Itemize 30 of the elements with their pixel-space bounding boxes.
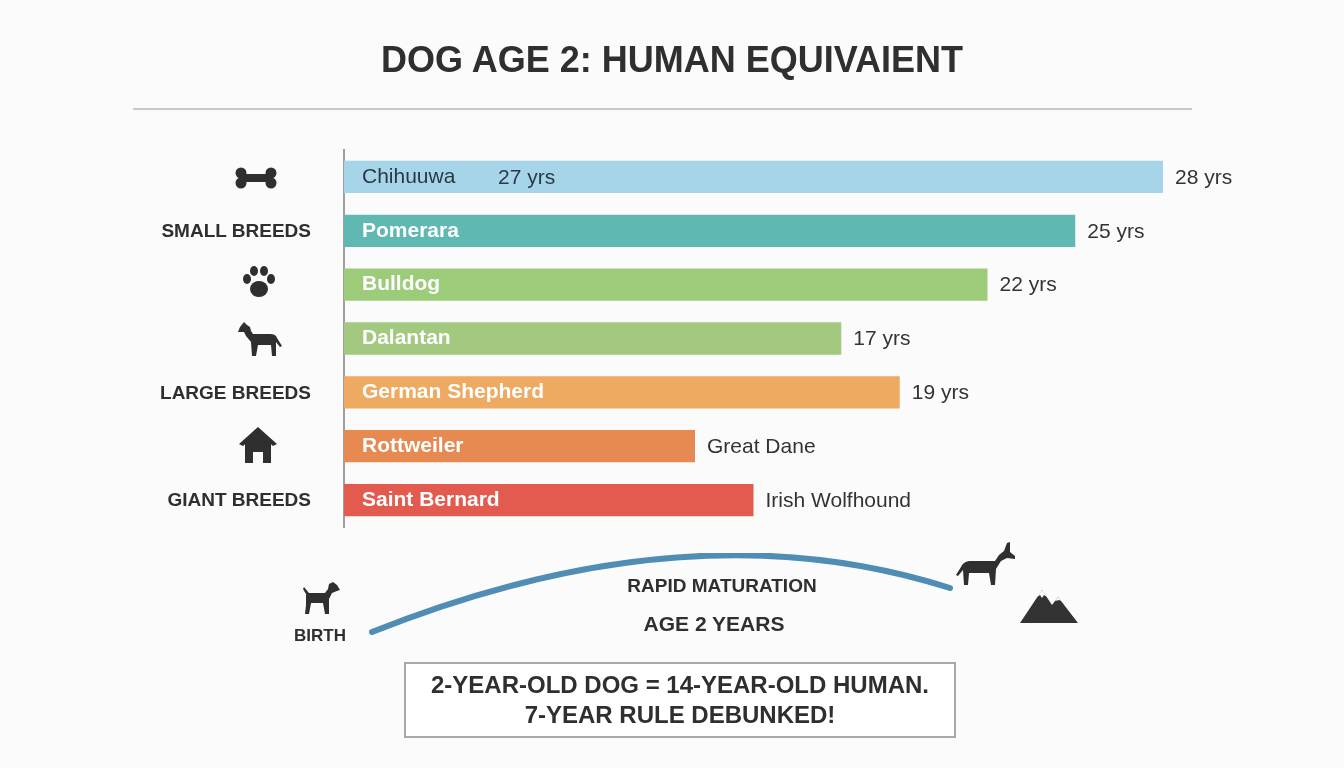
bar xyxy=(344,322,842,355)
y-tick-label: Chihuuwa xyxy=(362,163,456,187)
data-label: 19 yrs xyxy=(911,380,969,404)
y-tick-label: Saint Bernard xyxy=(362,486,500,510)
data-label: 28 yrs xyxy=(1175,164,1233,188)
text: AGE 2 YEARS xyxy=(643,612,785,635)
bar xyxy=(344,268,988,301)
text: LARGE BREEDS xyxy=(160,381,311,403)
y-tick-label: German Shepherd xyxy=(362,379,545,403)
text: BIRTH xyxy=(294,626,346,645)
annotation: Great Dane xyxy=(707,434,816,458)
bar xyxy=(344,160,1163,194)
y-tick-label: Pomerara xyxy=(362,217,460,241)
text: SMALL BREEDS xyxy=(161,220,311,242)
data-label: 22 yrs xyxy=(999,272,1057,296)
y-tick-label: Bulldog xyxy=(362,271,441,295)
annotation: Irish Wolfhound xyxy=(765,487,912,511)
text: RAPID MATURATION xyxy=(627,575,817,596)
data-label: 25 yrs xyxy=(1087,218,1145,242)
y-tick-label: Dalantan xyxy=(362,325,451,349)
callout-frame: 2-YEAR-OLD DOG = 14-YEAR-OLD HUMAN. 7-YEAR RULE DEBUNKED! xyxy=(404,662,956,738)
bar xyxy=(344,483,754,517)
annotation: 27 yrs xyxy=(498,164,556,188)
text: GIANT BREEDS xyxy=(167,489,311,511)
bar xyxy=(344,214,1076,247)
data-label: 17 yrs xyxy=(853,326,911,350)
y-tick-label: Rottweiler xyxy=(362,433,464,457)
chart-title: DOG AGE 2: HUMAN EQUIVAIENT xyxy=(380,38,964,82)
bar xyxy=(344,430,695,463)
bar xyxy=(344,376,900,409)
